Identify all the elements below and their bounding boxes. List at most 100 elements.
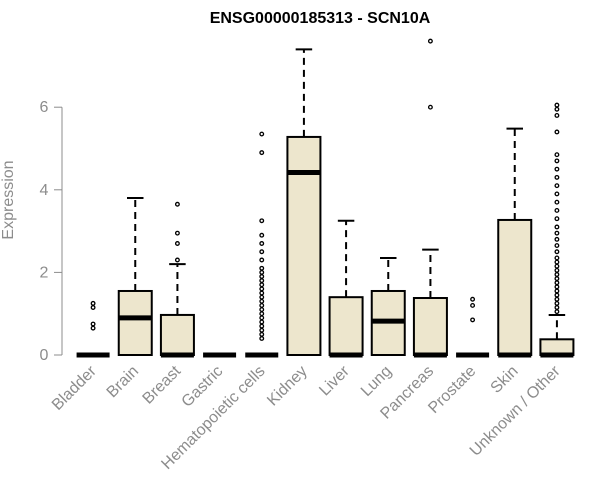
outlier-point <box>259 302 265 308</box>
box-group <box>456 296 490 358</box>
outlier-point <box>259 257 265 263</box>
outlier-point <box>259 269 265 275</box>
outlier-point <box>259 323 265 329</box>
outlier-point <box>554 102 560 108</box>
outlier-point <box>554 183 560 189</box>
outlier-point <box>554 263 560 269</box>
outlier-point <box>259 150 265 156</box>
outlier-point <box>554 236 560 242</box>
outlier-point <box>259 282 265 288</box>
outlier-point <box>259 241 265 246</box>
box <box>286 135 322 356</box>
outlier-point <box>554 216 560 222</box>
y-axis-label: Expression <box>0 160 17 239</box>
outlier-point <box>174 241 180 246</box>
outlier-point <box>259 319 265 325</box>
category-label: Lung <box>358 363 395 400</box>
outlier-point <box>259 290 265 296</box>
box-group <box>245 131 279 358</box>
outlier-point <box>259 327 265 333</box>
box-group <box>117 197 153 356</box>
outlier-point <box>90 325 96 331</box>
outlier-point <box>470 302 476 308</box>
category-label: Kidney <box>264 363 311 410</box>
box <box>159 313 195 356</box>
y-tick-label: 4 <box>40 182 49 199</box>
outlier-point <box>259 278 265 284</box>
outlier-point <box>259 249 265 255</box>
chart-title: ENSG00000185313 - SCN10A <box>210 10 431 27</box>
outlier-point <box>174 201 180 207</box>
outlier-point <box>554 152 560 158</box>
outlier-point <box>554 199 560 205</box>
outlier-point <box>470 296 476 302</box>
category-label: Liver <box>316 362 353 399</box>
outlier-point <box>259 294 265 300</box>
outlier-point <box>554 230 560 236</box>
outlier-point <box>554 224 560 230</box>
box-group <box>328 219 364 358</box>
y-tick-label: 2 <box>40 264 49 281</box>
box-group <box>539 102 575 358</box>
outlier-point <box>554 166 560 172</box>
outlier-point <box>554 113 560 118</box>
box-group <box>497 127 533 358</box>
outlier-point <box>90 305 96 310</box>
box-group <box>159 201 195 358</box>
category-label: Prostate <box>425 363 479 417</box>
outlier-point <box>259 331 265 337</box>
box-group <box>76 300 110 358</box>
outlier-point <box>259 274 265 279</box>
outlier-point <box>259 218 265 224</box>
outlier-point <box>259 131 265 137</box>
outlier-point <box>554 300 560 306</box>
outlier-point <box>259 307 265 313</box>
box-group <box>370 256 406 356</box>
outlier-point <box>554 305 560 310</box>
box-group <box>412 38 448 358</box>
box <box>328 296 364 356</box>
outlier-point <box>554 106 560 112</box>
outlier-point <box>554 191 560 197</box>
outlier-point <box>174 257 180 263</box>
category-label: Brain <box>104 363 142 401</box>
outlier-point <box>554 243 560 249</box>
outlier-point <box>90 321 96 327</box>
category-label: Skin <box>488 363 522 397</box>
outlier-point <box>427 38 433 44</box>
outlier-point <box>470 317 476 323</box>
outlier-point <box>554 276 560 282</box>
y-axis: 0 2 4 6 <box>40 99 63 364</box>
outlier-point <box>259 315 265 321</box>
outlier-point <box>554 174 560 180</box>
outlier-point <box>554 280 560 286</box>
outlier-point <box>554 259 560 265</box>
category-label: Bladder <box>49 362 100 413</box>
outlier-point <box>554 288 560 294</box>
outlier-point <box>554 292 560 298</box>
outlier-point <box>259 311 265 317</box>
outlier-point <box>554 249 560 255</box>
outlier-point <box>259 336 265 341</box>
box-group <box>286 48 322 356</box>
outlier-point <box>90 300 96 306</box>
outlier-point <box>554 267 560 273</box>
outlier-point <box>427 104 433 110</box>
outlier-point <box>259 298 265 304</box>
box <box>117 289 153 356</box>
outlier-point <box>554 296 560 302</box>
outlier-point <box>554 255 560 261</box>
category-label: Breast <box>140 362 185 407</box>
outlier-point <box>259 232 265 238</box>
outlier-point <box>259 265 265 271</box>
box <box>412 297 448 357</box>
outlier-point <box>554 158 560 164</box>
outlier-point <box>554 284 560 290</box>
outlier-point <box>554 129 560 135</box>
outlier-point <box>554 272 560 277</box>
y-tick-label: 0 <box>40 347 49 364</box>
outlier-point <box>554 207 560 213</box>
outlier-point <box>554 309 560 315</box>
